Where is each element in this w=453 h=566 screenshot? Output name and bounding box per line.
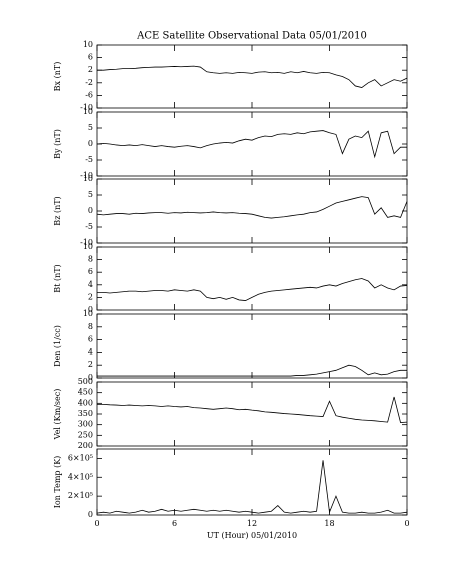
y-tick-label: 500 [78,377,93,386]
y-tick-label: 8 [88,322,93,331]
y-axis-label: By (nT) [53,129,62,159]
y-tick-label: 0 [88,305,93,314]
data-line [97,278,408,301]
panel-frame [96,178,408,244]
y-tick-label: 0 [88,139,93,148]
data-line [96,460,408,514]
data-line [96,130,407,159]
y-tick-label: 6×10⁵ [68,453,93,462]
y-tick-label: 2×10⁵ [68,491,93,500]
y-tick-label: 4 [88,280,93,289]
x-axis-label: UT (Hour) 05/01/2010 [207,531,297,540]
panel-frame [96,313,408,379]
y-tick-label: 5 [88,123,93,132]
y-tick-label: -2 [85,78,93,87]
y-tick-label: 8 [88,255,93,264]
x-tick-label: 0 [404,519,409,528]
panel-frame [96,44,408,109]
y-tick-label: 400 [78,398,93,407]
y-tick-label: 2 [88,65,93,74]
y-axis-label: Vel (Km/sec) [53,389,62,441]
y-axis-label: Den (1/cc) [53,325,62,367]
y-tick-label: 10 [83,107,93,116]
x-tick-label: 12 [247,519,257,528]
y-tick-label: 10 [83,174,93,183]
y-tick-label: 300 [78,420,93,429]
y-tick-label: -6 [85,90,93,99]
y-tick-label: 0 [88,206,93,215]
y-axis-label: Bz (nT) [53,196,62,225]
y-tick-label: 6 [88,53,93,62]
y-tick-label: 2 [88,360,93,369]
x-tick-label: 6 [172,519,177,528]
y-tick-label: 10 [83,242,93,251]
y-tick-label: 350 [78,409,93,418]
y-tick-label: 2 [88,292,93,301]
y-tick-label: 6 [88,267,93,276]
data-line [97,396,408,423]
y-tick-label: -5 [85,222,93,231]
y-tick-label: 4×10⁵ [68,472,93,481]
y-axis-label: Bx (nT) [53,62,62,92]
y-tick-label: -10 [80,171,93,180]
y-tick-label: 5 [88,190,93,199]
y-tick-label: 200 [78,441,93,450]
y-tick-label: -10 [80,103,93,112]
x-tick-label: 18 [324,519,334,528]
y-tick-label: 0 [88,373,93,382]
y-tick-label: -10 [80,238,93,247]
data-line [97,364,407,377]
data-line [96,196,408,219]
y-tick-label: 250 [78,430,93,439]
y-tick-label: 0 [88,510,93,519]
y-tick-label: 450 [78,388,93,397]
panel-frame [96,381,408,447]
panel-frame [96,111,408,177]
panel-frame [96,448,408,516]
chart-title: ACE Satellite Observational Data 05/01/2… [136,31,367,42]
y-tick-label: 10 [83,309,93,318]
y-axis-label: Ion Temp (K) [53,456,62,509]
y-tick-label: 6 [88,335,93,344]
y-tick-label: -5 [85,155,93,164]
y-tick-label: 4 [88,347,93,356]
data-line [97,65,408,88]
y-axis-label: Bt (nT) [53,264,62,292]
x-tick-label: 0 [94,519,99,528]
y-tick-label: 10 [83,40,93,49]
